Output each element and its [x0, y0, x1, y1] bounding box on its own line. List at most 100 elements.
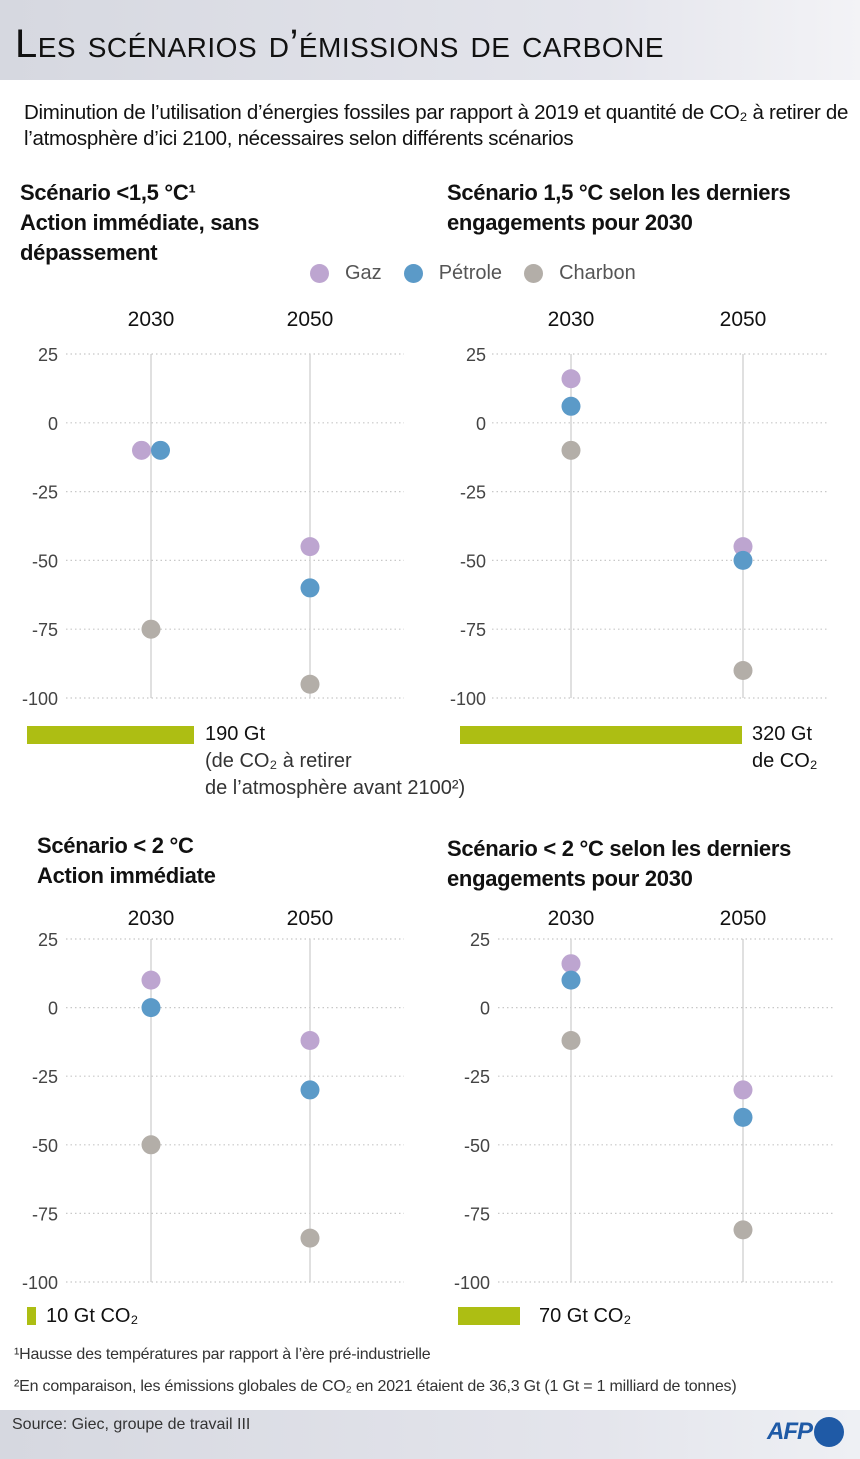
chart-scenario-4: 25 0 -25 -50 -75 -100 2030 2050 [454, 907, 834, 1293]
data-point-charbon-2030 [561, 440, 581, 460]
y-tick-label: -50 [32, 1136, 58, 1156]
subtitle: Diminution de l’utilisation d’énergies f… [24, 101, 849, 150]
y-tick-label: -25 [32, 1067, 58, 1087]
panel-title-line: dépassement [20, 240, 158, 265]
y-tick-label: -100 [22, 1273, 58, 1293]
data-point-petrole-2050 [300, 578, 320, 598]
co2-value: 70 Gt CO₂ [539, 1305, 632, 1327]
data-point-petrole-2030 [561, 970, 581, 990]
y-tick-label: 25 [38, 345, 58, 365]
co2-removal-bar-2 [460, 726, 742, 744]
afp-logo: AFP [767, 1417, 844, 1447]
co2-value: 190 Gt [205, 723, 266, 745]
x-category-label: 2050 [287, 907, 334, 930]
y-tick-label: 25 [466, 345, 486, 365]
page-title: Les scénarios d’émissions de carbone [15, 22, 665, 66]
y-tick-label: -100 [454, 1273, 490, 1293]
data-point-charbon-2050 [733, 1220, 753, 1240]
data-point-charbon-2030 [141, 619, 161, 639]
co2-removal-label-3: 10 Gt CO₂ [46, 1303, 138, 1330]
data-point-charbon-2050 [733, 660, 753, 680]
y-tick-label: -50 [32, 551, 58, 571]
chart-scenario-3: 25 0 -25 -50 -75 -100 2030 2050 [22, 907, 404, 1293]
x-category-label: 2030 [128, 907, 175, 930]
data-point-petrole-2030 [151, 440, 170, 460]
y-tick-label: 25 [38, 930, 58, 950]
data-point-gaz-2030 [561, 954, 581, 974]
y-tick-label: -75 [464, 1204, 490, 1224]
data-point-gaz-2030 [141, 970, 161, 990]
co2-removal-bar-4 [458, 1307, 520, 1325]
legend-item-gaz: Gaz [310, 262, 382, 285]
co2-note: de l’atmosphère avant 2100²) [205, 777, 466, 799]
panel-title-line: Scénario < 2 °C selon les derniers [447, 836, 792, 861]
data-point-petrole-2050 [733, 550, 753, 570]
x-category-label: 2030 [548, 907, 595, 930]
x-category-label: 2030 [548, 308, 595, 331]
data-point-gaz-2030 [561, 369, 581, 389]
y-tick-label: -25 [460, 483, 486, 503]
y-tick-label: -75 [32, 1204, 58, 1224]
y-tick-label: -25 [464, 1067, 490, 1087]
co2-note: (de CO₂ à retirer [205, 750, 352, 772]
panel-title-1: Scénario <1,5 °C¹ Action immédiate, sans… [20, 178, 259, 268]
data-point-petrole-2030 [141, 998, 161, 1018]
y-tick-label: 25 [470, 930, 490, 950]
gaz-dot-icon [310, 264, 329, 283]
co2-value: 320 Gt [752, 723, 813, 745]
co2-note: de CO₂ [752, 750, 818, 772]
legend-label: Gaz [345, 262, 382, 284]
legend-label: Pétrole [438, 262, 503, 284]
panel-title-line: Action immédiate, sans [20, 210, 260, 235]
y-tick-label: -75 [32, 620, 58, 640]
footnote-1: ¹Hausse des températures par rapport à l… [14, 1346, 431, 1363]
y-tick-label: -50 [464, 1136, 490, 1156]
panel-title-4: Scénario < 2 °C selon les derniers engag… [447, 834, 791, 894]
afp-logo-text: AFP [767, 1418, 813, 1445]
chart-scenario-2: 25 0 -25 -50 -75 -100 2030 2050 [450, 308, 828, 709]
data-point-charbon-2030 [561, 1031, 581, 1051]
y-tick-label: 0 [48, 414, 58, 434]
co2-removal-label-2: 320 Gt de CO₂ [752, 721, 818, 775]
x-category-label: 2050 [720, 907, 767, 930]
panel-title-line: engagements pour 2030 [447, 210, 693, 235]
y-tick-label: 0 [48, 999, 58, 1019]
chart-scenario-1: 25 0 -25 -50 -75 -100 2030 2050 [22, 308, 404, 709]
charbon-dot-icon [524, 264, 544, 283]
y-tick-label: 0 [480, 999, 490, 1019]
data-point-petrole-2050 [733, 1107, 753, 1127]
panel-title-line: engagements pour 2030 [447, 866, 693, 891]
panel-title-line: Scénario 1,5 °C selon les derniers [447, 180, 791, 205]
data-point-gaz-2050 [733, 1080, 753, 1100]
panel-title-2: Scénario 1,5 °C selon les derniers engag… [447, 178, 791, 238]
x-category-label: 2050 [720, 308, 767, 331]
panel-title-line: Scénario <1,5 °C¹ [20, 180, 196, 205]
co2-value: 10 Gt CO₂ [46, 1305, 139, 1327]
y-tick-label: -25 [32, 483, 58, 503]
y-tick-label: -100 [22, 689, 58, 709]
legend: Gaz Pétrole Charbon [310, 262, 658, 285]
panel-title-line: Scénario < 2 °C [37, 833, 194, 858]
x-category-label: 2050 [287, 308, 334, 331]
data-point-gaz-2050 [733, 537, 753, 557]
co2-removal-label-4: 70 Gt CO₂ [539, 1303, 631, 1330]
y-tick-label: -50 [460, 551, 486, 571]
panel-title-line: Action immédiate [37, 863, 216, 888]
footnote-2: ²En comparaison, les émissions globales … [14, 1378, 737, 1395]
legend-label: Charbon [559, 262, 636, 284]
co2-removal-bar-1 [27, 726, 195, 744]
petrole-dot-icon [403, 264, 423, 283]
data-point-charbon-2050 [300, 674, 320, 694]
footer-band [0, 1410, 860, 1459]
panel-title-3: Scénario < 2 °C Action immédiate [37, 831, 216, 891]
data-point-charbon-2030 [141, 1135, 161, 1155]
data-point-petrole-2050 [300, 1080, 320, 1100]
data-point-gaz-2050 [300, 1031, 320, 1051]
data-point-gaz-2050 [300, 537, 320, 557]
co2-removal-bar-3 [27, 1307, 36, 1325]
afp-dot-icon [814, 1417, 844, 1447]
x-category-label: 2030 [128, 308, 175, 331]
co2-removal-label-1: 190 Gt (de CO₂ à retirer de l’atmosphère… [205, 721, 465, 802]
data-point-charbon-2050 [300, 1228, 320, 1248]
y-tick-label: 0 [476, 414, 486, 434]
